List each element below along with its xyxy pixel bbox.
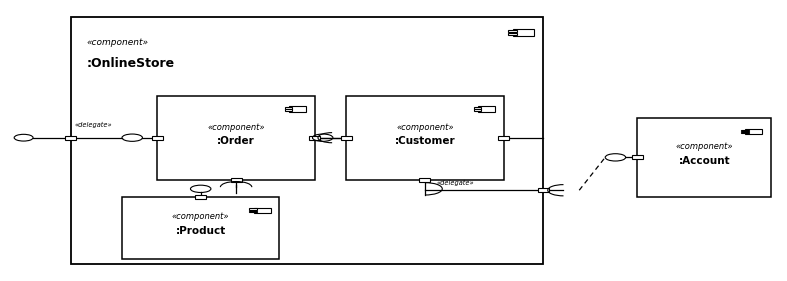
FancyBboxPatch shape: [346, 96, 504, 180]
FancyBboxPatch shape: [513, 29, 534, 35]
Text: :Order: :Order: [217, 136, 255, 146]
Text: «component»: «component»: [675, 142, 733, 151]
Text: «component»: «component»: [87, 38, 149, 47]
FancyBboxPatch shape: [253, 208, 271, 213]
FancyBboxPatch shape: [745, 129, 763, 134]
Text: :Account: :Account: [678, 156, 730, 166]
FancyBboxPatch shape: [632, 155, 643, 159]
FancyBboxPatch shape: [741, 132, 749, 133]
FancyBboxPatch shape: [122, 197, 279, 259]
Text: «delegate»: «delegate»: [437, 180, 475, 186]
FancyBboxPatch shape: [285, 107, 293, 109]
FancyBboxPatch shape: [152, 136, 163, 140]
FancyBboxPatch shape: [195, 195, 206, 199]
FancyBboxPatch shape: [285, 109, 293, 111]
Text: :OnlineStore: :OnlineStore: [87, 57, 175, 71]
FancyBboxPatch shape: [309, 136, 320, 140]
FancyBboxPatch shape: [508, 30, 517, 32]
FancyBboxPatch shape: [419, 178, 430, 182]
Text: :Product: :Product: [176, 226, 226, 236]
FancyBboxPatch shape: [157, 96, 315, 180]
FancyBboxPatch shape: [508, 33, 517, 35]
FancyBboxPatch shape: [341, 136, 352, 140]
FancyBboxPatch shape: [289, 106, 306, 112]
Text: «delegate»: «delegate»: [75, 122, 113, 128]
Text: :Customer: :Customer: [394, 136, 456, 146]
FancyBboxPatch shape: [478, 106, 495, 112]
Text: «component»: «component»: [207, 123, 265, 132]
FancyBboxPatch shape: [231, 178, 242, 182]
FancyBboxPatch shape: [538, 188, 549, 192]
FancyBboxPatch shape: [498, 136, 509, 140]
FancyBboxPatch shape: [65, 136, 76, 140]
FancyBboxPatch shape: [71, 17, 543, 264]
FancyBboxPatch shape: [474, 107, 482, 109]
FancyBboxPatch shape: [249, 210, 257, 212]
FancyBboxPatch shape: [249, 209, 257, 210]
FancyBboxPatch shape: [741, 130, 749, 131]
FancyBboxPatch shape: [474, 109, 482, 111]
FancyBboxPatch shape: [637, 118, 771, 197]
Text: «component»: «component»: [396, 123, 454, 132]
Text: «component»: «component»: [172, 212, 230, 221]
